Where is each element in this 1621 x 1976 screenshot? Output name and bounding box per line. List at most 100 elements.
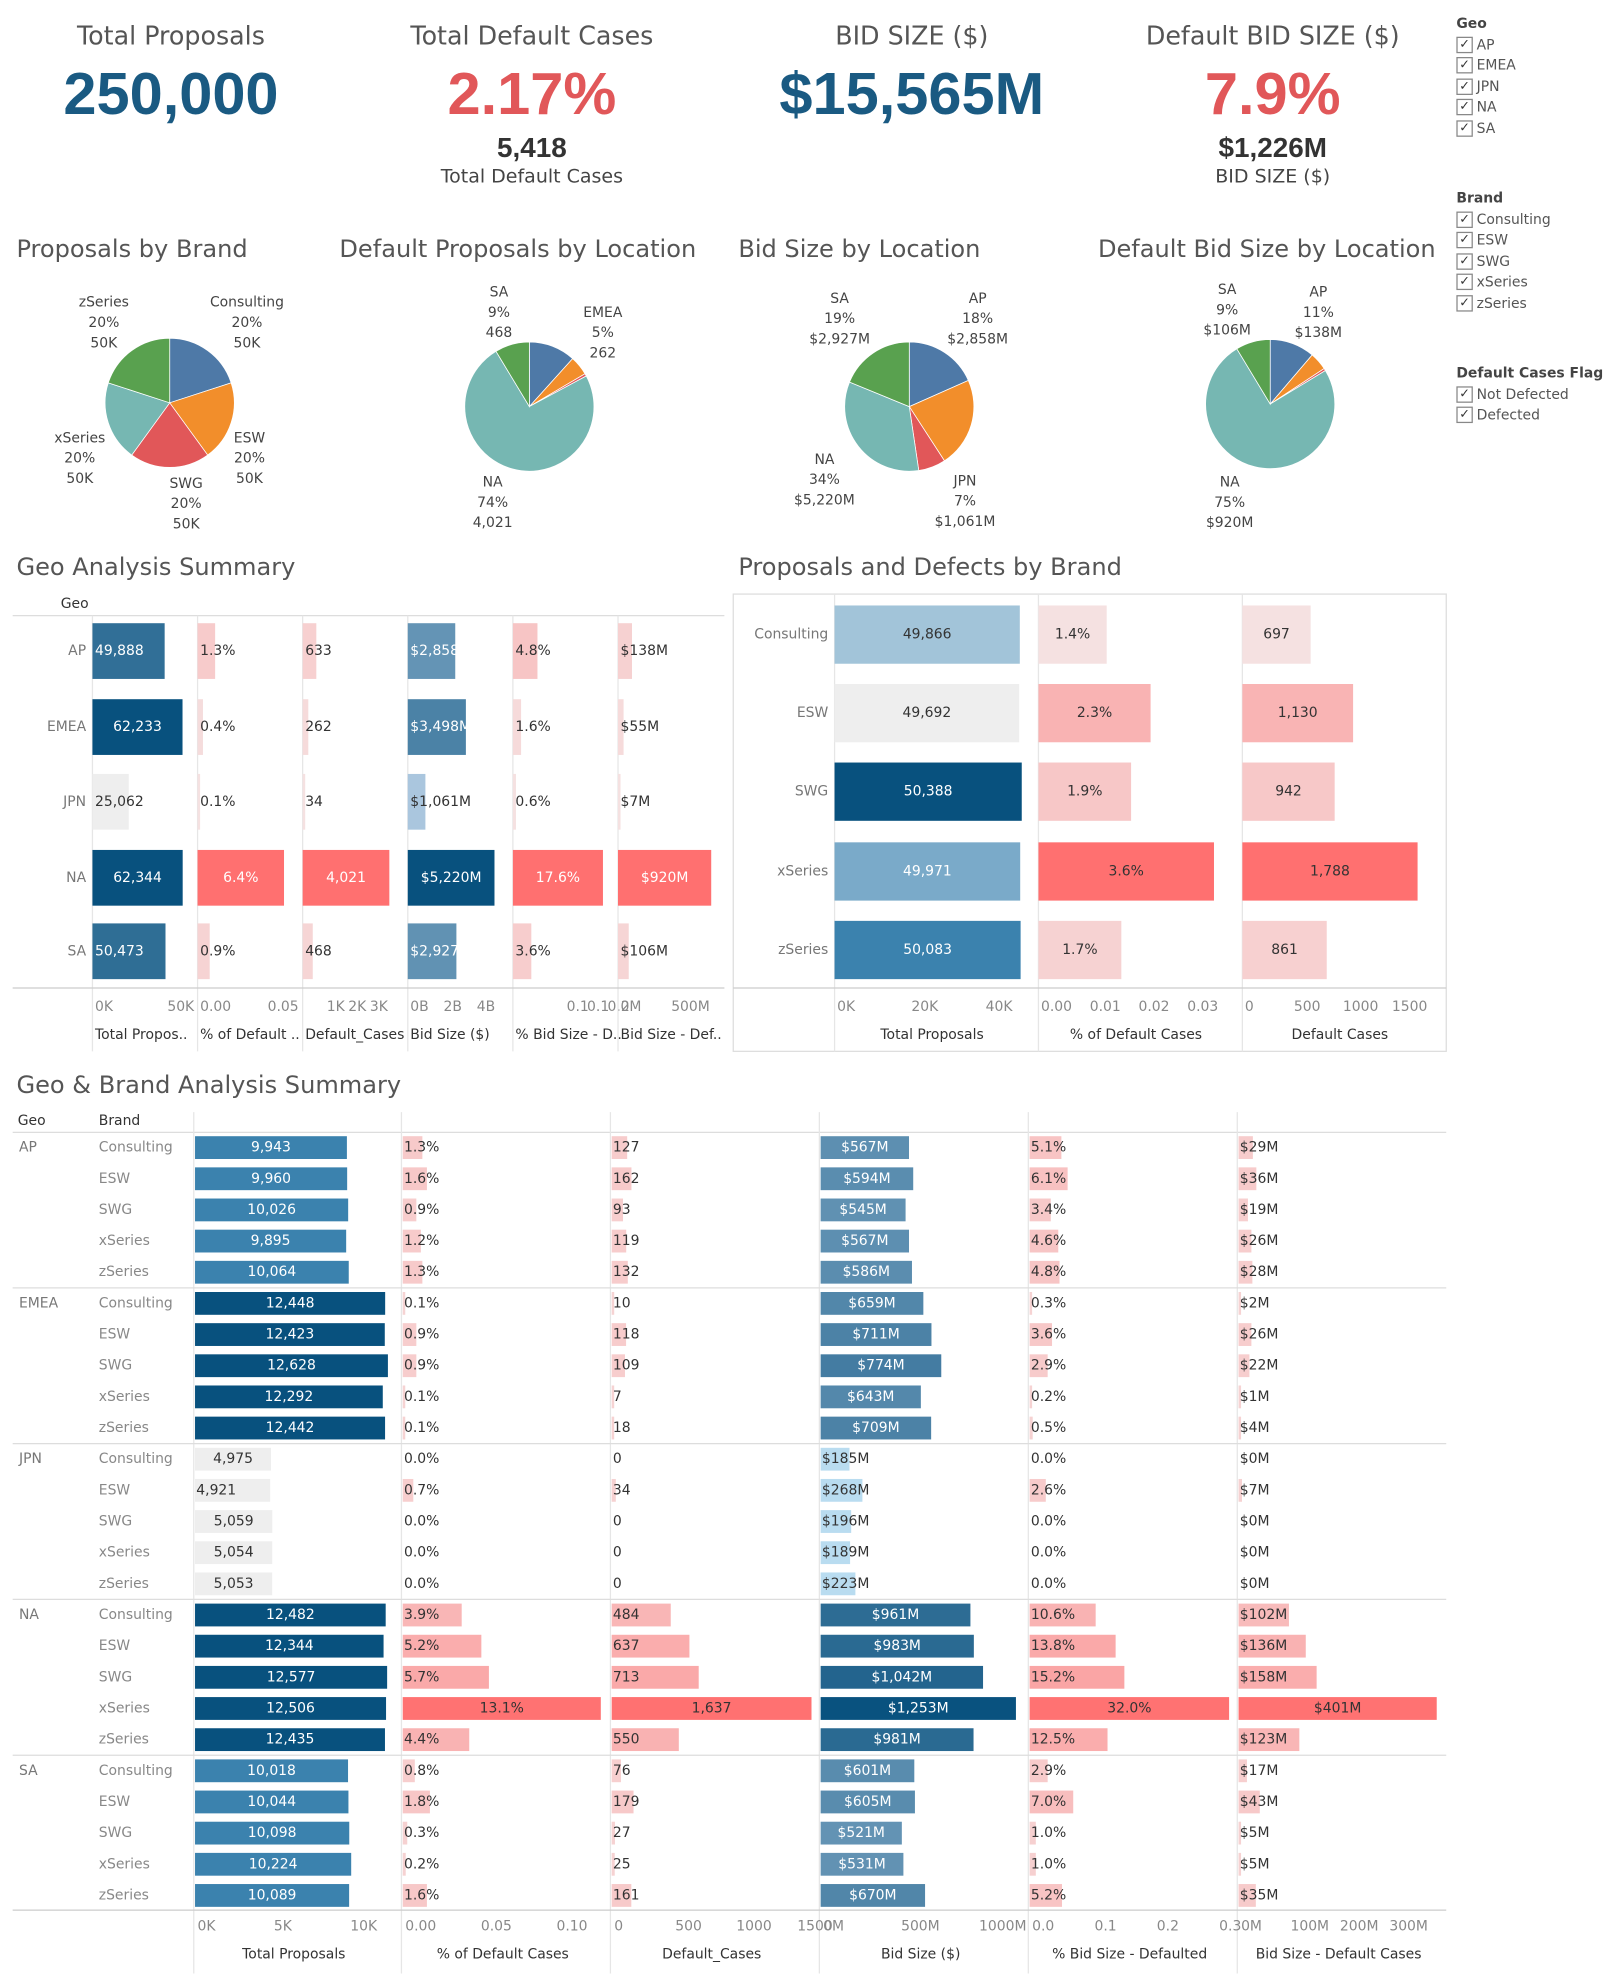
filter-option-label: zSeries [1476, 294, 1527, 312]
pie-label-pct: 20% [231, 315, 262, 331]
bar-label: 5.2% [1031, 1887, 1066, 1903]
pie-slice-na [1205, 348, 1336, 470]
bar-label: 3.9% [404, 1607, 439, 1623]
bar [820, 1198, 906, 1222]
bar-label: $920M [641, 870, 688, 886]
filter-title: Default Cases Flag [1456, 364, 1604, 382]
pie-label-value: 50K [66, 471, 94, 487]
filter-option[interactable]: ✓ NA [1456, 97, 1515, 118]
bar [402, 1821, 408, 1845]
bar [195, 1229, 347, 1253]
tick-label: 50K [167, 999, 195, 1015]
filter-option[interactable]: ✓ EMEA [1456, 55, 1516, 76]
bar [820, 1603, 971, 1627]
filter-option[interactable]: ✓ Not Defected [1456, 384, 1603, 405]
bar [302, 699, 309, 755]
bar [195, 1416, 386, 1440]
brand-label: SWG [99, 1358, 132, 1374]
filter-option[interactable]: ✓ Consulting [1456, 209, 1551, 230]
bar-label: 49,866 [903, 627, 952, 643]
bar-label: 468 [305, 943, 332, 959]
filter-option[interactable]: ✓ AP [1456, 34, 1515, 55]
pie-label-pct: 74% [477, 495, 508, 511]
bar-label: $521M [838, 1825, 885, 1841]
filter-option[interactable]: ✓ ESW [1456, 230, 1550, 251]
filter-option[interactable]: ✓ JPN [1456, 76, 1515, 97]
bar [820, 1260, 912, 1284]
bar [1029, 1167, 1068, 1191]
pie-label-name: AP [1309, 285, 1327, 301]
check-icon[interactable]: ✓ [1456, 211, 1473, 228]
bar-label: 3.4% [1031, 1202, 1066, 1218]
pie-slice-emea [908, 379, 975, 462]
bar [820, 1510, 852, 1533]
bar-label: $1M [1240, 1389, 1270, 1405]
tick-label: 0K [198, 1919, 217, 1935]
bar-label: 0.2% [1031, 1389, 1066, 1405]
bar-label: $158M [1240, 1669, 1287, 1685]
bar [402, 1354, 417, 1378]
filter-option[interactable]: ✓ SWG [1456, 251, 1550, 272]
bar [1029, 1603, 1096, 1627]
axis-title: % Bid Size - Defaulted [1052, 1946, 1207, 1962]
filter-option[interactable]: ✓ xSeries [1456, 272, 1550, 293]
bar-label: 0.3% [1031, 1295, 1066, 1311]
row-label: ESW [797, 705, 829, 721]
check-icon[interactable]: ✓ [1456, 232, 1473, 249]
check-icon[interactable]: ✓ [1456, 273, 1473, 291]
bar-label: 13.1% [480, 1700, 524, 1716]
bar-label: 3.6% [1109, 863, 1144, 879]
check-icon[interactable]: ✓ [1456, 386, 1473, 403]
bar-label: 10,098 [248, 1825, 297, 1841]
bar [1029, 1884, 1063, 1907]
bar [195, 1759, 349, 1783]
bar [195, 1323, 385, 1346]
bar [820, 1167, 914, 1191]
bar [195, 1385, 383, 1409]
row-label: SA [67, 943, 86, 959]
bar [611, 1323, 627, 1346]
check-icon[interactable]: ✓ [1456, 36, 1473, 53]
bar [1238, 1136, 1253, 1160]
bar [402, 1229, 421, 1253]
bar-label: 18 [613, 1420, 631, 1436]
bar [1238, 1728, 1300, 1752]
bar-label: 4,975 [213, 1451, 253, 1467]
check-icon[interactable]: ✓ [1456, 78, 1473, 95]
check-icon[interactable]: ✓ [1456, 253, 1473, 270]
bar [302, 923, 313, 980]
bar [618, 923, 629, 980]
kpi-default-cases: Total Default Cases 2.17% 5,418 Total De… [380, 18, 684, 187]
filter-option-label: Defected [1476, 406, 1540, 424]
tick-label: 1000 [1343, 999, 1378, 1015]
bar [195, 1354, 388, 1378]
bar-label: 0.4% [200, 719, 235, 735]
bar-label: 25 [613, 1856, 631, 1872]
bar-label: 93 [613, 1202, 631, 1218]
check-icon[interactable]: ✓ [1456, 406, 1473, 424]
bar-label: 10.6% [1031, 1607, 1075, 1623]
filter-option[interactable]: ✓ zSeries [1456, 293, 1550, 314]
pie-label-name: ESW [234, 430, 266, 446]
tick-label: 0.1 [1094, 1919, 1116, 1935]
tick-label: 0 [1245, 999, 1254, 1015]
check-icon[interactable]: ✓ [1456, 57, 1473, 74]
check-icon[interactable]: ✓ [1456, 294, 1473, 312]
bar-label: 10,026 [247, 1202, 296, 1218]
bar-label: $26M [1240, 1233, 1279, 1249]
tick-label: 0.00 [200, 999, 231, 1015]
bar-label: $567M [841, 1233, 888, 1249]
filter-option[interactable]: ✓ SA [1456, 118, 1515, 139]
filter-option[interactable]: ✓ Defected [1456, 405, 1603, 426]
bar-label: 1.3% [404, 1264, 439, 1280]
bar-label: 0.2% [404, 1856, 439, 1872]
bar-label: 637 [613, 1638, 640, 1654]
check-icon[interactable]: ✓ [1456, 120, 1473, 137]
brand-label: ESW [99, 1171, 131, 1187]
bar-label: 0 [613, 1451, 622, 1467]
pie-label-name: SA [490, 285, 509, 301]
check-icon[interactable]: ✓ [1456, 99, 1473, 116]
bar-label: $983M [874, 1638, 921, 1654]
bar [1238, 1884, 1256, 1907]
bar [195, 1852, 352, 1876]
